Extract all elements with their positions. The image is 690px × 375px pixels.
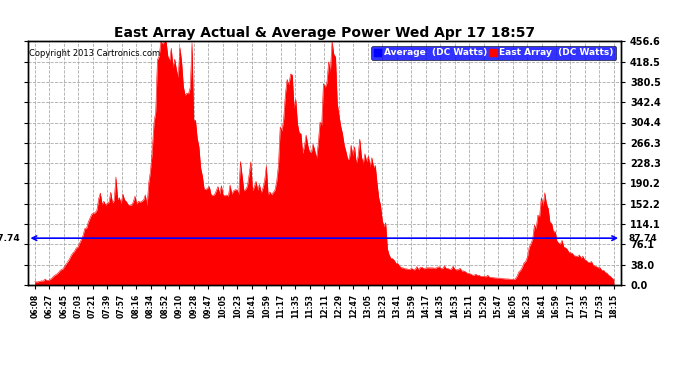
Text: 87.74: 87.74 [628,234,657,243]
Text: 87.74: 87.74 [0,234,21,243]
Legend: Average  (DC Watts), East Array  (DC Watts): Average (DC Watts), East Array (DC Watts… [371,46,616,60]
Title: East Array Actual & Average Power Wed Apr 17 18:57: East Array Actual & Average Power Wed Ap… [114,26,535,40]
Text: Copyright 2013 Cartronics.com: Copyright 2013 Cartronics.com [29,49,160,58]
